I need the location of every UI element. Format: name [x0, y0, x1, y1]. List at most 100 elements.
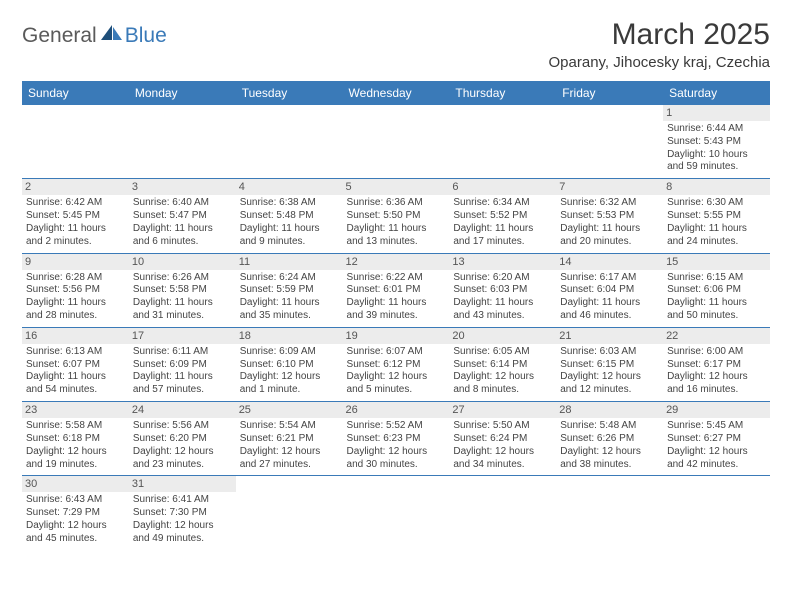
weekday-header: Monday [129, 81, 236, 105]
calendar-row: 9Sunrise: 6:28 AMSunset: 5:56 PMDaylight… [22, 253, 770, 327]
daylight-line: Daylight: 12 hours and 38 minutes. [560, 446, 659, 472]
daylight-line: Daylight: 10 hours and 59 minutes. [667, 149, 766, 175]
calendar-cell: 18Sunrise: 6:09 AMSunset: 6:10 PMDayligh… [236, 327, 343, 401]
sunset-line: Sunset: 5:58 PM [133, 284, 232, 297]
day-number: 6 [449, 179, 556, 195]
sunrise-line: Sunrise: 6:09 AM [240, 346, 339, 359]
weekday-header: Friday [556, 81, 663, 105]
sunrise-line: Sunrise: 6:15 AM [667, 272, 766, 285]
calendar-cell [663, 476, 770, 550]
calendar-cell: 28Sunrise: 5:48 AMSunset: 6:26 PMDayligh… [556, 402, 663, 476]
calendar-cell: 16Sunrise: 6:13 AMSunset: 6:07 PMDayligh… [22, 327, 129, 401]
sunset-line: Sunset: 6:09 PM [133, 359, 232, 372]
calendar-cell [449, 105, 556, 179]
sunset-line: Sunset: 5:50 PM [347, 210, 446, 223]
sunset-line: Sunset: 6:17 PM [667, 359, 766, 372]
day-number: 12 [343, 254, 450, 270]
calendar-cell [236, 476, 343, 550]
calendar-row: 2Sunrise: 6:42 AMSunset: 5:45 PMDaylight… [22, 179, 770, 253]
daylight-line: Daylight: 11 hours and 13 minutes. [347, 223, 446, 249]
sunset-line: Sunset: 6:12 PM [347, 359, 446, 372]
month-title: March 2025 [549, 18, 770, 52]
daylight-line: Daylight: 11 hours and 57 minutes. [133, 371, 232, 397]
calendar-cell: 1Sunrise: 6:44 AMSunset: 5:43 PMDaylight… [663, 105, 770, 179]
day-number: 1 [663, 105, 770, 121]
logo: General Blue [22, 24, 167, 48]
daylight-line: Daylight: 11 hours and 46 minutes. [560, 297, 659, 323]
sunset-line: Sunset: 6:03 PM [453, 284, 552, 297]
calendar-cell [343, 476, 450, 550]
day-number: 30 [22, 476, 129, 492]
calendar-cell [129, 105, 236, 179]
logo-text-blue: Blue [125, 24, 167, 48]
day-number: 27 [449, 402, 556, 418]
sunrise-line: Sunrise: 6:11 AM [133, 346, 232, 359]
daylight-line: Daylight: 11 hours and 9 minutes. [240, 223, 339, 249]
calendar-cell: 20Sunrise: 6:05 AMSunset: 6:14 PMDayligh… [449, 327, 556, 401]
day-number: 10 [129, 254, 236, 270]
sunset-line: Sunset: 5:59 PM [240, 284, 339, 297]
weekday-header: Thursday [449, 81, 556, 105]
day-number: 7 [556, 179, 663, 195]
day-number: 20 [449, 328, 556, 344]
sunset-line: Sunset: 6:04 PM [560, 284, 659, 297]
sunset-line: Sunset: 6:24 PM [453, 433, 552, 446]
sunset-line: Sunset: 6:14 PM [453, 359, 552, 372]
sunrise-line: Sunrise: 6:38 AM [240, 197, 339, 210]
sunrise-line: Sunrise: 6:20 AM [453, 272, 552, 285]
day-number: 25 [236, 402, 343, 418]
calendar-cell: 13Sunrise: 6:20 AMSunset: 6:03 PMDayligh… [449, 253, 556, 327]
sunrise-line: Sunrise: 6:43 AM [26, 494, 125, 507]
sunset-line: Sunset: 6:15 PM [560, 359, 659, 372]
day-number: 5 [343, 179, 450, 195]
day-number: 17 [129, 328, 236, 344]
daylight-line: Daylight: 12 hours and 49 minutes. [133, 520, 232, 546]
calendar-cell: 7Sunrise: 6:32 AMSunset: 5:53 PMDaylight… [556, 179, 663, 253]
sunset-line: Sunset: 5:45 PM [26, 210, 125, 223]
day-number: 28 [556, 402, 663, 418]
day-number: 4 [236, 179, 343, 195]
calendar-cell: 2Sunrise: 6:42 AMSunset: 5:45 PMDaylight… [22, 179, 129, 253]
calendar-cell: 10Sunrise: 6:26 AMSunset: 5:58 PMDayligh… [129, 253, 236, 327]
day-number: 26 [343, 402, 450, 418]
daylight-line: Daylight: 11 hours and 35 minutes. [240, 297, 339, 323]
daylight-line: Daylight: 12 hours and 5 minutes. [347, 371, 446, 397]
calendar-row: 30Sunrise: 6:43 AMSunset: 7:29 PMDayligh… [22, 476, 770, 550]
daylight-line: Daylight: 12 hours and 12 minutes. [560, 371, 659, 397]
calendar-cell: 21Sunrise: 6:03 AMSunset: 6:15 PMDayligh… [556, 327, 663, 401]
sunset-line: Sunset: 5:48 PM [240, 210, 339, 223]
sunrise-line: Sunrise: 6:40 AM [133, 197, 232, 210]
day-number: 24 [129, 402, 236, 418]
weekday-header: Saturday [663, 81, 770, 105]
daylight-line: Daylight: 11 hours and 50 minutes. [667, 297, 766, 323]
sunrise-line: Sunrise: 6:05 AM [453, 346, 552, 359]
daylight-line: Daylight: 11 hours and 43 minutes. [453, 297, 552, 323]
calendar-cell: 15Sunrise: 6:15 AMSunset: 6:06 PMDayligh… [663, 253, 770, 327]
calendar-cell [236, 105, 343, 179]
sunrise-line: Sunrise: 6:30 AM [667, 197, 766, 210]
day-number: 16 [22, 328, 129, 344]
day-number: 2 [22, 179, 129, 195]
sunrise-line: Sunrise: 5:52 AM [347, 420, 446, 433]
calendar-cell: 11Sunrise: 6:24 AMSunset: 5:59 PMDayligh… [236, 253, 343, 327]
sunrise-line: Sunrise: 6:07 AM [347, 346, 446, 359]
daylight-line: Daylight: 12 hours and 34 minutes. [453, 446, 552, 472]
day-number: 11 [236, 254, 343, 270]
daylight-line: Daylight: 12 hours and 30 minutes. [347, 446, 446, 472]
sunset-line: Sunset: 5:52 PM [453, 210, 552, 223]
sunset-line: Sunset: 6:27 PM [667, 433, 766, 446]
daylight-line: Daylight: 12 hours and 19 minutes. [26, 446, 125, 472]
daylight-line: Daylight: 11 hours and 17 minutes. [453, 223, 552, 249]
calendar-cell: 31Sunrise: 6:41 AMSunset: 7:30 PMDayligh… [129, 476, 236, 550]
sunrise-line: Sunrise: 6:44 AM [667, 123, 766, 136]
calendar-cell [22, 105, 129, 179]
sunset-line: Sunset: 5:55 PM [667, 210, 766, 223]
daylight-line: Daylight: 12 hours and 16 minutes. [667, 371, 766, 397]
calendar-cell: 25Sunrise: 5:54 AMSunset: 6:21 PMDayligh… [236, 402, 343, 476]
day-number: 31 [129, 476, 236, 492]
calendar-body: 1Sunrise: 6:44 AMSunset: 5:43 PMDaylight… [22, 105, 770, 550]
location: Oparany, Jihocesky kraj, Czechia [549, 54, 770, 71]
calendar-cell: 24Sunrise: 5:56 AMSunset: 6:20 PMDayligh… [129, 402, 236, 476]
calendar-cell: 22Sunrise: 6:00 AMSunset: 6:17 PMDayligh… [663, 327, 770, 401]
day-number: 3 [129, 179, 236, 195]
